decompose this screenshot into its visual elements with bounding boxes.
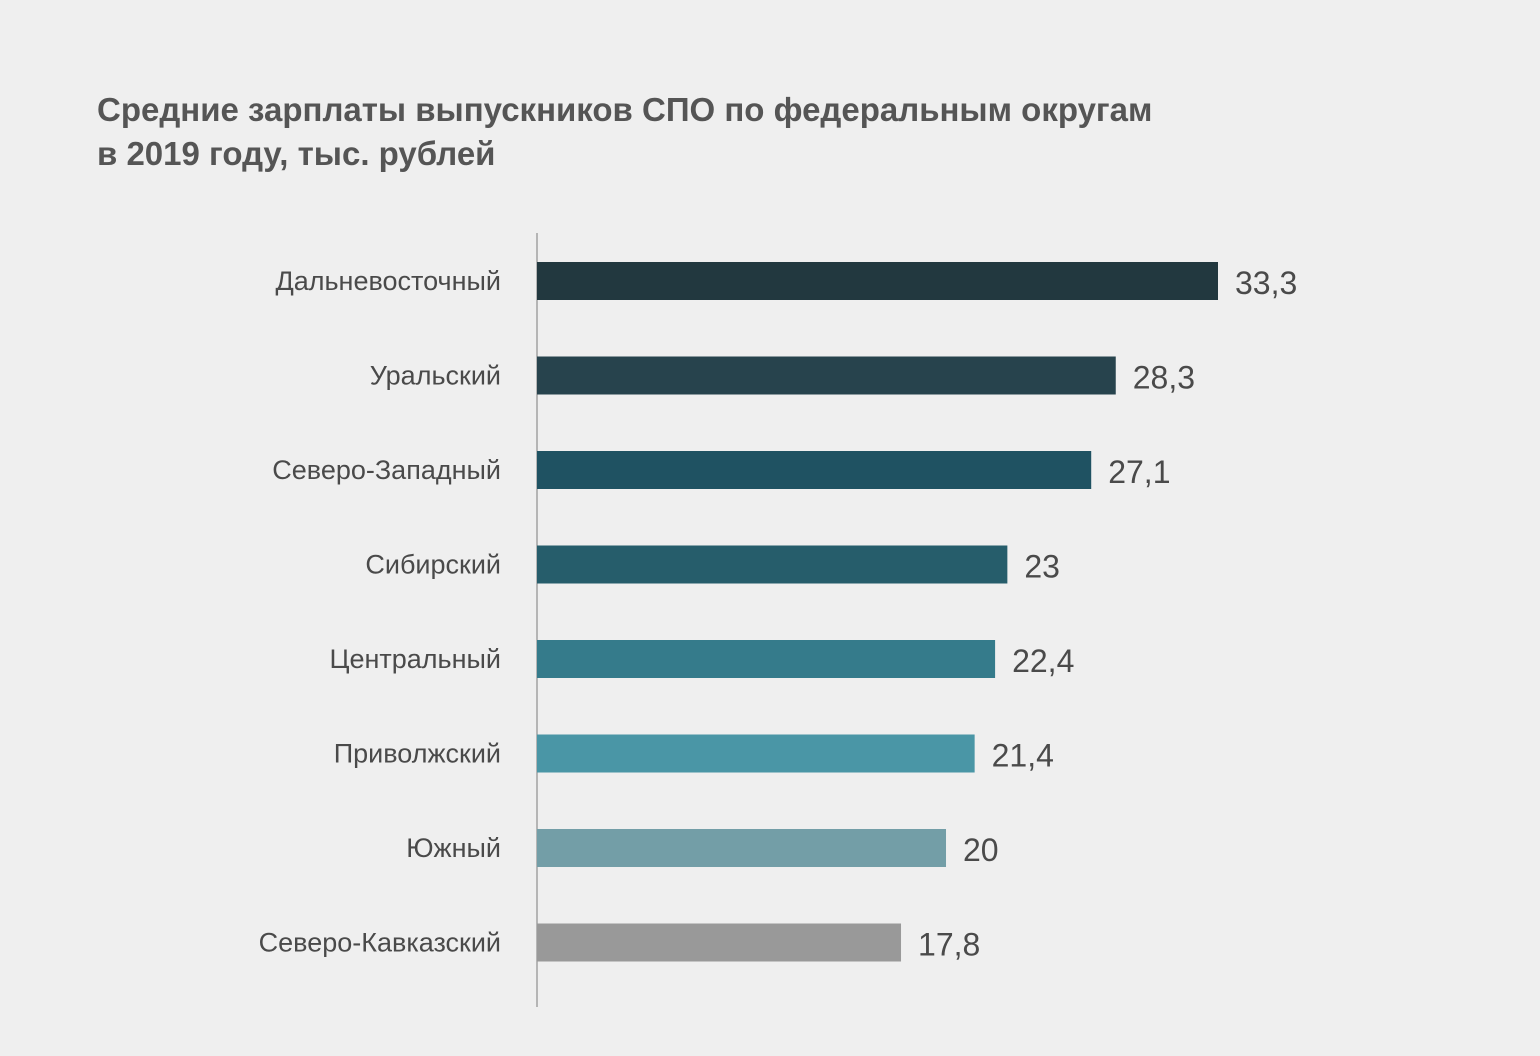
bar: [537, 356, 1116, 395]
value-label: 27,1: [1108, 454, 1170, 490]
bar: [537, 734, 975, 773]
value-label: 23: [1024, 549, 1060, 585]
category-label: Дальневосточный: [275, 266, 501, 296]
value-label: 17,8: [918, 927, 980, 963]
value-label: 33,3: [1235, 265, 1297, 301]
category-label: Приволжский: [334, 739, 501, 769]
category-label: Сибирский: [365, 550, 501, 580]
bar: [537, 829, 947, 867]
bars-group: Дальневосточный 33,3 Уральский 28,3 Северо-З…: [259, 262, 1297, 963]
bar: [537, 923, 902, 962]
chart-title: Средние зарплаты выпускников СПО по феде…: [97, 88, 1297, 176]
category-label: Южный: [406, 833, 501, 863]
value-label: 28,3: [1133, 360, 1195, 396]
chart-title-line-1: Средние зарплаты выпускников СПО по феде…: [97, 91, 1153, 128]
bar: [537, 262, 1218, 300]
value-label: 21,4: [992, 738, 1054, 774]
category-label: Северо-Западный: [272, 455, 501, 485]
category-label: Уральский: [370, 361, 501, 391]
bar: [537, 545, 1008, 584]
chart-title-line-2: в 2019 году, тыс. рублей: [97, 135, 496, 172]
category-label: Северо-Кавказский: [259, 928, 501, 958]
value-label: 20: [963, 832, 999, 868]
value-label: 22,4: [1012, 643, 1074, 679]
category-label: Центральный: [329, 644, 501, 674]
bar: [537, 451, 1092, 489]
bar: [537, 640, 996, 678]
